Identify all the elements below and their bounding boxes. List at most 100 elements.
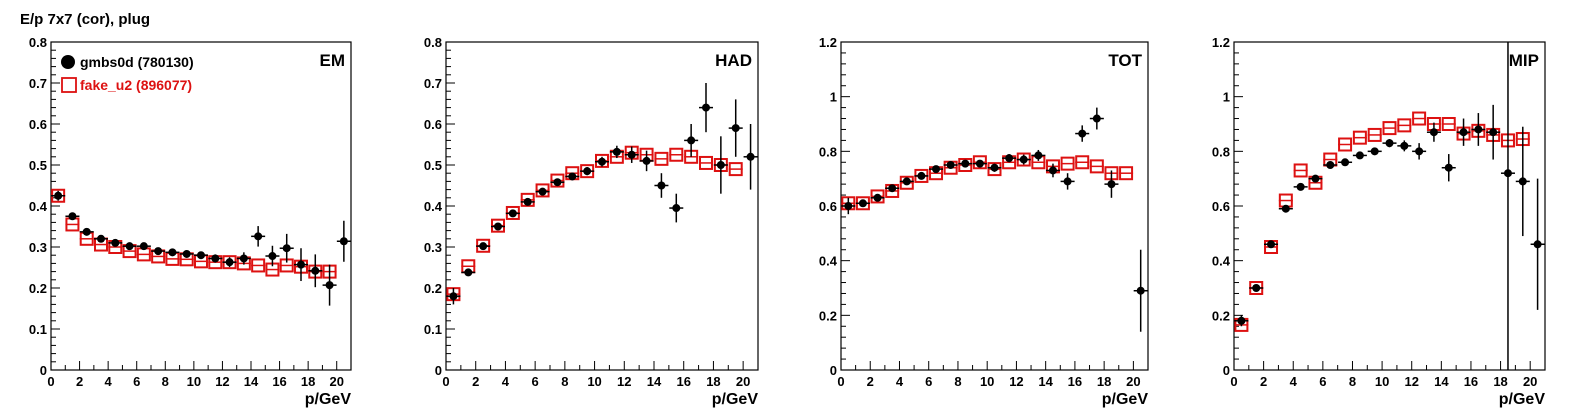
- data-point: [873, 193, 882, 202]
- data-point: [583, 167, 592, 176]
- x-tick-label: 14: [1038, 374, 1053, 389]
- panel-label: MIP: [1509, 51, 1539, 70]
- x-axis-label: p/GeV: [305, 391, 352, 408]
- data-point: [746, 152, 755, 161]
- data-point: [225, 258, 234, 267]
- x-tick-label: 10: [187, 374, 201, 389]
- x-tick-label: 16: [272, 374, 286, 389]
- y-tick-label: 1.2: [819, 35, 837, 50]
- data-point: [1252, 284, 1261, 292]
- data-point: [168, 248, 177, 257]
- data-point: [197, 251, 205, 260]
- x-axis-label: p/GeV: [1102, 391, 1149, 408]
- x-tick-label: 6: [133, 374, 140, 389]
- x-tick-label: 6: [532, 374, 539, 389]
- x-tick-label: 20: [1523, 374, 1537, 389]
- data-point: [1296, 182, 1305, 191]
- y-tick-label: 0.1: [424, 322, 442, 337]
- data-point: [494, 222, 502, 231]
- data-point: [1341, 158, 1350, 167]
- fake-point: [1293, 163, 1308, 178]
- x-tick-label: 6: [925, 374, 932, 389]
- fake-point: [699, 155, 713, 170]
- y-tick-label: 0.2: [29, 281, 47, 296]
- x-tick-label: 18: [301, 374, 315, 389]
- y-tick-label: 0: [1223, 363, 1230, 378]
- x-tick-label: 12: [617, 374, 631, 389]
- legend: gmbs0d (780130) fake_u2 (896077): [61, 54, 194, 93]
- data-point: [990, 163, 999, 172]
- legend-label-fake_u2: fake_u2 (896077): [80, 77, 192, 93]
- data-point: [139, 242, 148, 251]
- y-tick-label: 0.7: [29, 76, 47, 91]
- x-tick-label: 2: [1260, 374, 1267, 389]
- data-point: [1444, 163, 1453, 172]
- x-tick-label: 8: [162, 374, 169, 389]
- data-point: [1474, 125, 1483, 134]
- y-tick-label: 1: [830, 90, 837, 105]
- data-point: [268, 252, 277, 261]
- data-point: [1518, 177, 1527, 186]
- y-tick-label: 0.4: [819, 254, 838, 269]
- y-tick-label: 1.2: [1212, 35, 1230, 50]
- data-point: [844, 202, 853, 210]
- y-tick-label: 0.8: [1212, 144, 1230, 159]
- fake-point: [1352, 130, 1367, 145]
- x-tick-label: 2: [76, 374, 83, 389]
- data-point: [1400, 141, 1409, 150]
- data-point: [917, 171, 926, 180]
- data-point: [182, 249, 191, 258]
- data-point: [282, 244, 291, 253]
- y-tick-label: 0.6: [819, 199, 837, 214]
- panel-em: 0 2 4 6 8 10 12 14 16 18 20 0 0.1 0.2 0.3 0.4 0.5 0.6 0.7 0…: [29, 35, 352, 408]
- data-point: [239, 254, 248, 263]
- x-tick-label: 16: [1068, 374, 1082, 389]
- x-tick-label: 2: [472, 374, 479, 389]
- y-tick-label: 0: [40, 363, 47, 378]
- x-tick-label: 18: [1097, 374, 1111, 389]
- data-point: [479, 242, 488, 251]
- legend-marker-fake_u2: [61, 77, 77, 93]
- data-point: [731, 124, 740, 133]
- fake-point: [972, 155, 987, 170]
- data-point: [1136, 286, 1145, 295]
- fake-point: [1060, 156, 1075, 171]
- data-point: [1533, 240, 1542, 249]
- x-tick-label: 4: [502, 374, 510, 389]
- data-point: [627, 150, 636, 159]
- panel-label: EM: [320, 51, 346, 70]
- panel-label: HAD: [715, 51, 752, 70]
- data-point: [642, 156, 651, 165]
- data-point: [339, 237, 348, 246]
- data-point: [508, 209, 517, 218]
- x-tick-label: 14: [647, 374, 662, 389]
- fake-point: [550, 173, 565, 188]
- x-tick-label: 0: [837, 374, 844, 389]
- data-point: [449, 292, 458, 301]
- fake-point: [251, 258, 266, 273]
- fake-point: [1412, 111, 1427, 126]
- data-point: [97, 234, 105, 243]
- data-point: [1237, 316, 1246, 325]
- x-tick-label: 0: [442, 374, 449, 389]
- y-tick-label: 0.4: [1212, 254, 1231, 269]
- fake-point: [1397, 118, 1412, 133]
- y-tick-label: 0.8: [819, 144, 837, 159]
- data-point: [1370, 147, 1379, 156]
- x-tick-label: 4: [105, 374, 113, 389]
- y-tick-label: 0.8: [424, 35, 442, 50]
- data-point: [1326, 161, 1335, 169]
- y-tick-label: 0: [830, 363, 837, 378]
- x-tick-label: 12: [1009, 374, 1023, 389]
- y-tick-label: 0.5: [424, 158, 442, 173]
- fake-point: [535, 183, 550, 198]
- x-tick-label: 2: [867, 374, 874, 389]
- data-point: [1092, 114, 1101, 123]
- x-axis-label: p/GeV: [1499, 391, 1546, 408]
- data-point: [672, 204, 681, 213]
- y-tick-label: 0.2: [1212, 308, 1230, 323]
- x-tick-label: 6: [1319, 374, 1326, 389]
- data-point: [111, 238, 120, 247]
- fake-point: [728, 162, 743, 177]
- data-point: [1078, 129, 1087, 138]
